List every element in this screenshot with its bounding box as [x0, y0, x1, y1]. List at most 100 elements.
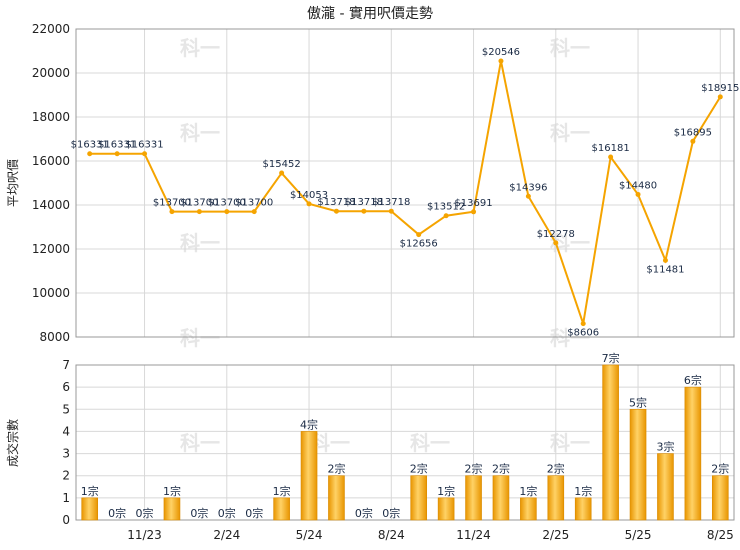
x-tick-label: 5/24 [296, 528, 323, 542]
line-point-label: $12656 [400, 239, 438, 250]
bar-label: 6宗 [684, 373, 702, 387]
top-y-axis-label: 平均呎價 [6, 159, 20, 207]
x-tick-labels: 11/23 2/24 5/24 8/24 11/24 2/25 5/25 8/25 [127, 528, 734, 542]
line-point-label: $14396 [509, 182, 547, 193]
bar-label: 2宗 [547, 462, 565, 476]
bar [492, 475, 510, 521]
line-point [333, 208, 339, 214]
chart-title: 傲瀧 - 實用呎價走勢 [307, 5, 433, 22]
bottom-y-tick-label: 4 [62, 424, 70, 438]
x-tick-label: 11/23 [127, 528, 162, 542]
bottom-y-tick-label: 6 [62, 380, 70, 394]
top-y-tick-label: 14000 [32, 198, 70, 212]
x-tick-label: 2/24 [213, 528, 240, 542]
bar-label: 1宗 [437, 484, 455, 498]
line-point [87, 151, 93, 157]
bar [657, 453, 674, 521]
watermark-text: 科一 [180, 326, 220, 350]
bar [574, 497, 592, 521]
bottom-y-tick-labels: 0 1 2 3 4 5 6 7 [62, 358, 70, 527]
line-point [251, 209, 257, 215]
line-point-label: $11481 [646, 264, 684, 275]
top-y-tick-label: 16000 [32, 154, 70, 168]
top-y-tick-label: 8000 [39, 330, 70, 344]
line-point-label: $8606 [567, 328, 599, 339]
bar-data-labels: 1宗 0宗 0宗 1宗 0宗 0宗 0宗 1宗 4宗 2宗 0宗 0宗 2宗 1宗 2宗 2宗 1宗 2宗 1宗 7宗… [81, 351, 730, 520]
watermark-text: 科一 [180, 36, 220, 60]
line-point-label: $13718 [372, 197, 410, 208]
bar-label: 0宗 [382, 506, 400, 520]
bar [273, 497, 290, 521]
bar [602, 364, 619, 521]
bar [465, 475, 482, 521]
bar-label: 1宗 [519, 484, 537, 498]
line-point-label: $16895 [674, 127, 712, 138]
bottom-y-tick-label: 1 [62, 491, 70, 505]
watermark-text: 科一 [550, 121, 590, 145]
line-point [361, 208, 367, 214]
bar-label: 2宗 [465, 462, 483, 476]
line-point-label: $13700 [208, 198, 246, 209]
watermark-text: 科一 [180, 121, 220, 145]
bar-label: 2宗 [410, 462, 428, 476]
bar-label: 2宗 [711, 462, 729, 476]
bar-label: 1宗 [273, 484, 291, 498]
line-point-label: $16181 [592, 143, 630, 154]
bar-label: 2宗 [327, 462, 345, 476]
bar [437, 497, 455, 521]
line-point [169, 209, 175, 215]
line-point [416, 232, 422, 238]
line-point [717, 94, 723, 100]
line-point [443, 213, 449, 219]
line-point [279, 170, 285, 176]
x-tick-label: 11/24 [456, 528, 491, 542]
bar [684, 386, 702, 521]
bar-label: 1宗 [81, 484, 99, 498]
watermark-text: 科一 [550, 431, 590, 455]
bottom-y-tick-label: 2 [62, 469, 70, 483]
bar-label: 0宗 [355, 506, 373, 520]
line-point-label: $13718 [345, 197, 383, 208]
bar-label: 2宗 [492, 462, 510, 476]
bar [410, 475, 428, 521]
line-point [525, 193, 531, 199]
bar-label: 0宗 [218, 506, 236, 520]
bar [300, 431, 318, 521]
line-series [87, 58, 723, 327]
watermark-text: 科一 [180, 231, 220, 255]
bar-label: 1宗 [163, 484, 181, 498]
x-tick-label: 5/25 [625, 528, 652, 542]
watermark-text: 科一 [550, 326, 590, 350]
bar-label: 5宗 [629, 395, 647, 409]
line-point-label: $20546 [482, 47, 520, 58]
line-point [224, 209, 230, 215]
line-point-label: $15452 [263, 159, 301, 170]
line-point [690, 138, 696, 144]
line-point-label: $18915 [701, 83, 739, 94]
line-point-label: $13700 [153, 198, 191, 209]
line-point [608, 154, 614, 160]
x-tick-label: 8/24 [378, 528, 405, 542]
watermark-text: 科一 [410, 431, 450, 455]
line-point [114, 151, 120, 157]
watermark-text: 科一 [550, 36, 590, 60]
bar-label: 0宗 [136, 506, 154, 520]
bar [163, 497, 181, 521]
bar-label: 4宗 [300, 417, 318, 431]
line-data-labels: $16331$16331$16331$13700$13700$13700$137… [71, 47, 740, 339]
line-point-label: $16331 [98, 140, 136, 151]
line-point [471, 209, 477, 215]
bar-label: 0宗 [190, 506, 208, 520]
bottom-y-tick-label: 7 [62, 358, 70, 372]
line-point-label: $14053 [290, 190, 328, 201]
bar-label: 1宗 [574, 484, 592, 498]
line-point-label: $13718 [317, 197, 355, 208]
bar [711, 475, 729, 521]
line-point [388, 208, 394, 214]
bar [328, 475, 345, 521]
line-point [635, 191, 641, 197]
line-point [553, 240, 559, 246]
line-point-label: $12278 [537, 229, 575, 240]
